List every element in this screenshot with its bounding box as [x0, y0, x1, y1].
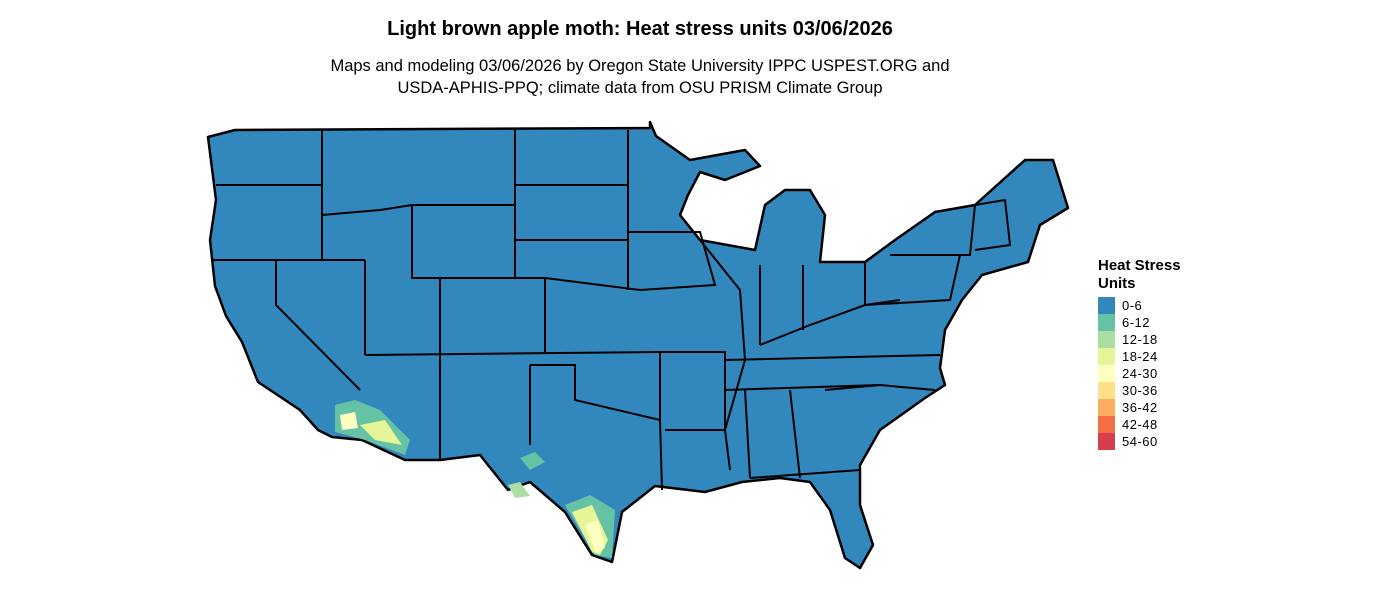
hotspot-south-texas-warm: [585, 520, 605, 553]
legend-swatch: [1098, 365, 1115, 382]
subtitle-line-1: Maps and modeling 03/06/2026 by Oregon S…: [330, 57, 950, 75]
state-borders: [213, 130, 1012, 491]
legend-label: 42-48: [1122, 417, 1158, 432]
legend-item: 0-6: [1098, 297, 1181, 314]
map-subtitle: Maps and modeling 03/06/2026 by Oregon S…: [0, 55, 1280, 99]
legend-swatch: [1098, 314, 1115, 331]
border-ok: [530, 352, 661, 422]
legend-title-line-1: Heat Stress: [1098, 257, 1181, 274]
legend-label: 36-42: [1122, 400, 1158, 415]
border-oh-river: [759, 299, 901, 346]
border-mt-south: [321, 204, 515, 216]
legend-swatch: [1098, 433, 1115, 450]
legend-swatch: [1098, 399, 1115, 416]
border-ar-la: [655, 351, 726, 431]
border-tn-north: [724, 354, 941, 361]
legend-swatch: [1098, 416, 1115, 433]
border-ms-al: [744, 389, 751, 479]
legend-label: 18-24: [1122, 349, 1158, 364]
legend-item: 30-36: [1098, 382, 1181, 399]
legend-item: 12-18: [1098, 331, 1181, 348]
hotspot-az-ca-warm: [340, 412, 358, 430]
legend-label: 0-6: [1122, 298, 1143, 313]
legend-item: 6-12: [1098, 314, 1181, 331]
conus-outline: [206, 120, 1070, 570]
legend-item: 54-60: [1098, 433, 1181, 450]
legend-swatch: [1098, 297, 1115, 314]
legend-label: 6-12: [1122, 315, 1151, 330]
hotspot-big-bend: [508, 482, 530, 498]
hotspot-az-ca-core: [360, 420, 402, 445]
legend-item: 18-24: [1098, 348, 1181, 365]
border-new-england: [974, 198, 1012, 251]
legend-label: 54-60: [1122, 434, 1158, 449]
legend-title-line-2: Units: [1098, 275, 1136, 292]
border-ga-fl: [749, 469, 861, 479]
border-ca-nv: [275, 260, 361, 391]
border-al-ga: [789, 389, 801, 479]
border-tx-east: [659, 419, 663, 491]
border-ne-ks: [440, 277, 641, 291]
border-ny-pa: [890, 204, 976, 256]
legend-label: 30-36: [1122, 383, 1158, 398]
legend-item: 36-42: [1098, 399, 1181, 416]
legend-item: 42-48: [1098, 416, 1181, 433]
border-four-corners: [364, 351, 656, 356]
legend-item: 24-30: [1098, 365, 1181, 382]
legend-swatch: [1098, 382, 1115, 399]
border-tn-south: [724, 384, 881, 391]
legend-label: 12-18: [1122, 332, 1158, 347]
subtitle-line-2: USDA-APHIS-PPQ; climate data from OSU PR…: [397, 79, 883, 97]
border-ia: [628, 231, 717, 291]
legend-label: 24-30: [1122, 366, 1158, 381]
legend-title: Heat Stress Units: [1098, 257, 1181, 293]
map-title: Light brown apple moth: Heat stress unit…: [387, 18, 893, 40]
hotspot-west-texas: [520, 452, 545, 470]
legend: Heat Stress Units 0-6 6-12 12-18 18-24 24-30…: [1098, 257, 1181, 450]
legend-swatch: [1098, 348, 1115, 365]
legend-items: 0-6 6-12 12-18 18-24 24-30 30-36 36-42 42-48 54-…: [1098, 297, 1181, 450]
heat-hotspots: [335, 400, 615, 558]
legend-swatch: [1098, 331, 1115, 348]
border-sc-nc: [824, 383, 936, 391]
